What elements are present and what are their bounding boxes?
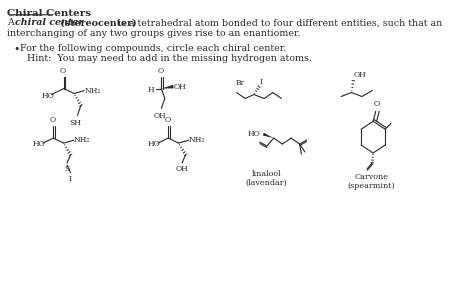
Text: HO: HO: [147, 140, 160, 148]
Text: O: O: [374, 100, 380, 108]
Text: NH₂: NH₂: [84, 87, 101, 94]
Text: NH₂: NH₂: [74, 136, 91, 144]
Text: Hint:  You may need to add in the missing hydrogen atoms.: Hint: You may need to add in the missing…: [27, 54, 312, 63]
Text: OH: OH: [176, 165, 189, 173]
Text: interchanging of any two groups gives rise to an enantiomer.: interchanging of any two groups gives ri…: [8, 29, 301, 38]
Text: O: O: [60, 67, 66, 75]
Text: is a tetrahedral atom bonded to four different entities, such that an: is a tetrahedral atom bonded to four dif…: [115, 18, 442, 27]
Text: chiral center: chiral center: [15, 18, 83, 27]
Text: H: H: [148, 85, 155, 94]
Text: HO: HO: [41, 92, 54, 100]
Text: For the following compounds, circle each chiral center.: For the following compounds, circle each…: [20, 44, 287, 53]
Text: HO: HO: [248, 130, 261, 138]
Text: A: A: [8, 18, 18, 27]
Text: S: S: [64, 165, 70, 173]
Text: O: O: [157, 67, 164, 75]
Text: I: I: [260, 78, 263, 86]
Text: Carvone
(spearmint): Carvone (spearmint): [347, 173, 395, 190]
Polygon shape: [161, 85, 173, 88]
Text: O: O: [49, 116, 55, 124]
Text: OH: OH: [153, 112, 166, 120]
Text: OH: OH: [353, 71, 366, 79]
Text: I: I: [69, 175, 72, 183]
Text: Chiral Centers: Chiral Centers: [8, 9, 91, 18]
Text: O: O: [164, 116, 171, 124]
Text: (stereocenter): (stereocenter): [57, 18, 137, 27]
Text: •: •: [13, 44, 20, 54]
Text: NH₂: NH₂: [189, 136, 205, 144]
Text: Br: Br: [236, 79, 245, 87]
Text: OH: OH: [173, 82, 186, 91]
Polygon shape: [263, 133, 273, 138]
Text: linalool
(lavendar): linalool (lavendar): [246, 170, 288, 187]
Text: HO: HO: [33, 140, 45, 148]
Text: SH: SH: [70, 119, 82, 127]
